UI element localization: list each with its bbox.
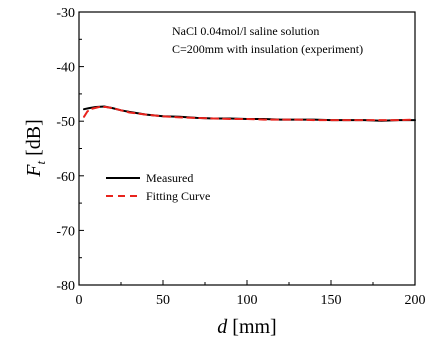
y-tick-label: -30 (56, 6, 75, 21)
x-tick-label: 200 (405, 293, 426, 308)
series-line-fitting-curve (83, 106, 416, 122)
y-axis-subscript: t (33, 161, 48, 165)
series-layer (83, 105, 416, 122)
y-tick-label: -80 (56, 279, 75, 294)
y-axis-label: Ft [dB] (23, 119, 48, 178)
annotation-line-1: NaCl 0.04mol/l saline solution (172, 24, 319, 38)
y-tick-label: -50 (56, 115, 75, 130)
x-tick-label: 50 (156, 293, 170, 308)
legend-label-measured: Measured (146, 171, 193, 185)
x-tick-label: 100 (237, 293, 258, 308)
y-axis-variable: F (23, 164, 45, 178)
y-tick-label: -60 (56, 170, 75, 185)
y-tick-label: -70 (56, 224, 75, 239)
tick-marks (78, 11, 416, 286)
legend-label-fitting-curve: Fitting Curve (146, 189, 210, 203)
y-tick-label: -40 (56, 61, 75, 76)
y-axis-unit: [dB] (23, 119, 45, 161)
x-tick-label: 150 (321, 293, 342, 308)
x-axis-variable: d (217, 316, 228, 338)
tick-labels: 0 50 100 150 200 -80 -70 -60 -50 -40 -30 (56, 6, 425, 308)
annotation-line-2: C=200mm with insulation (experiment) (172, 42, 363, 56)
legend: Measured Fitting Curve (106, 171, 210, 203)
x-axis-unit: [mm] (227, 316, 276, 338)
x-axis-label: d [mm] (217, 316, 276, 338)
x-tick-label: 0 (76, 293, 83, 308)
